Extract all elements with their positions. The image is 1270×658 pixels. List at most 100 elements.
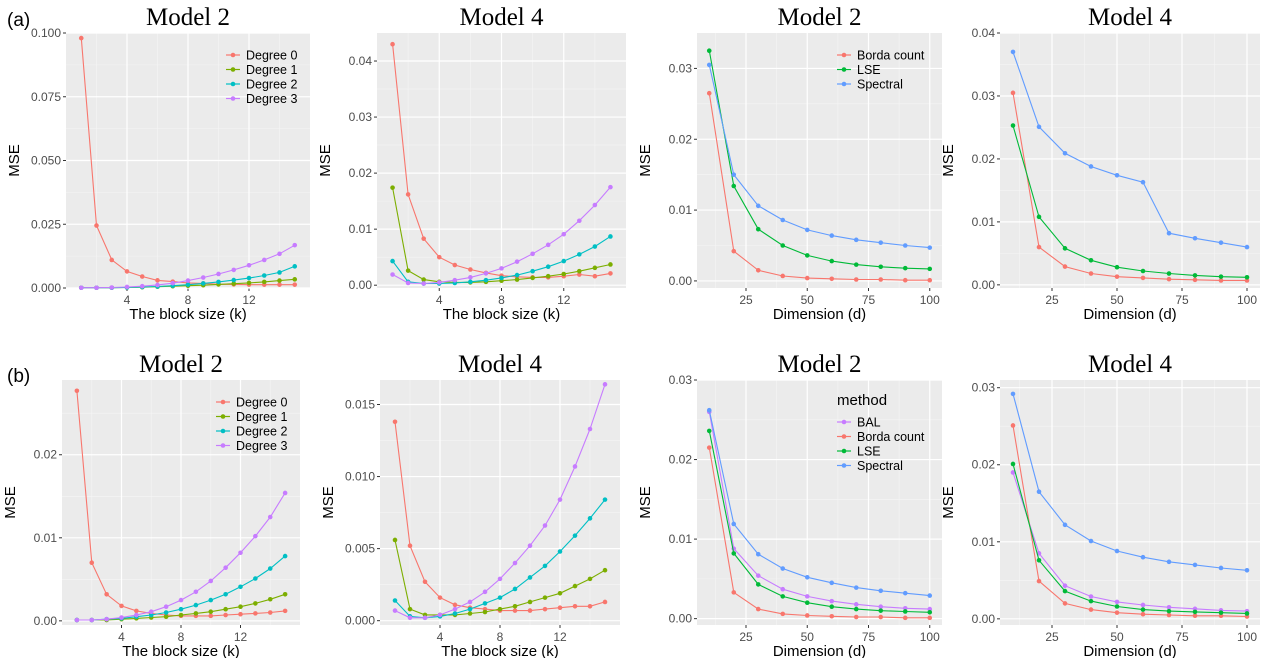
data-point-degree-0 bbox=[292, 282, 298, 287]
x-tick-label: 8 bbox=[497, 630, 504, 644]
data-point-borda-count bbox=[1166, 276, 1172, 282]
data-point-degree-3 bbox=[530, 251, 535, 257]
data-point-borda-count bbox=[1088, 607, 1094, 612]
data-point-degree-2 bbox=[527, 575, 533, 580]
y-tick-label: 0.03 bbox=[972, 89, 996, 103]
data-point-degree-1 bbox=[238, 604, 243, 610]
panel-title: Model 4 bbox=[459, 4, 544, 31]
y-tick-label: 0.01 bbox=[972, 215, 996, 229]
x-axis-label: The block size (k) bbox=[441, 643, 559, 658]
data-point-degree-0 bbox=[78, 35, 84, 41]
y-tick-label: 0.01 bbox=[669, 203, 693, 217]
x-tick-label: 50 bbox=[801, 630, 815, 644]
data-point-spectral bbox=[853, 237, 859, 243]
data-point-spectral bbox=[1036, 489, 1042, 495]
data-point-degree-3 bbox=[277, 251, 282, 257]
data-point-degree-2 bbox=[178, 606, 184, 612]
data-point-degree-1 bbox=[608, 262, 613, 267]
data-point-borda-count bbox=[878, 277, 884, 282]
series-line-lse bbox=[708, 430, 930, 613]
data-point-degree-1 bbox=[561, 271, 567, 277]
data-point-borda-count bbox=[780, 273, 786, 279]
data-point-degree-0 bbox=[527, 608, 533, 613]
data-point-degree-2 bbox=[468, 279, 473, 285]
data-point-degree-2 bbox=[577, 252, 582, 257]
data-point-degree-1 bbox=[527, 599, 533, 605]
data-point-degree-3 bbox=[514, 259, 520, 264]
data-point-spectral bbox=[1088, 164, 1094, 169]
data-point-spectral bbox=[902, 590, 908, 596]
data-point-degree-3 bbox=[238, 550, 243, 556]
legend-label: LSE bbox=[857, 445, 881, 459]
data-point-degree-1 bbox=[482, 609, 488, 615]
x-tick-label: 8 bbox=[185, 293, 192, 307]
data-point-lse bbox=[1010, 123, 1016, 128]
data-point-degree-3 bbox=[542, 523, 548, 528]
data-point-degree-3 bbox=[185, 278, 191, 283]
data-point-lse bbox=[731, 183, 737, 189]
data-point-degree-0 bbox=[282, 608, 288, 614]
legend-key-point bbox=[841, 434, 847, 439]
x-tick-label: 50 bbox=[801, 293, 815, 307]
data-point-degree-0 bbox=[602, 599, 608, 605]
legend-label: BAL bbox=[857, 416, 881, 430]
y-tick-label: 0.000 bbox=[31, 281, 61, 295]
data-point-degree-3 bbox=[602, 382, 608, 387]
legend-key-point bbox=[841, 463, 847, 468]
data-point-bal bbox=[755, 573, 761, 578]
x-axis-label: The block size (k) bbox=[129, 306, 247, 323]
panel-3: 25 50 75 100 0.00 0.01 0.02 0.03 Model 2 Dimensio… bbox=[637, 4, 942, 323]
data-point-lse bbox=[1088, 598, 1094, 604]
data-point-degree-2 bbox=[238, 584, 243, 590]
data-point-degree-0 bbox=[407, 543, 413, 549]
data-point-degree-2 bbox=[392, 598, 398, 603]
legend-key-point bbox=[841, 67, 847, 72]
data-point-degree-0 bbox=[277, 282, 282, 287]
x-tick-label: 75 bbox=[862, 293, 876, 307]
row-label-b: (b) bbox=[7, 366, 31, 387]
data-point-degree-2 bbox=[452, 611, 458, 616]
data-point-spectral bbox=[731, 172, 737, 177]
data-point-lse bbox=[1088, 257, 1094, 263]
legend-key-point bbox=[220, 399, 226, 405]
data-point-lse bbox=[1062, 246, 1068, 251]
data-point-borda-count bbox=[1192, 613, 1198, 619]
data-point-degree-2 bbox=[499, 275, 504, 281]
data-point-degree-0 bbox=[109, 257, 115, 263]
data-point-degree-2 bbox=[261, 273, 267, 278]
y-tick-label: 0.075 bbox=[31, 90, 61, 104]
data-point-degree-3 bbox=[421, 281, 426, 286]
data-point-degree-0 bbox=[577, 272, 582, 277]
y-tick-label: 0.025 bbox=[31, 217, 61, 231]
data-point-lse bbox=[755, 226, 761, 232]
legend-label: Degree 0 bbox=[246, 49, 297, 63]
data-point-degree-3 bbox=[587, 426, 593, 432]
data-point-borda-count bbox=[1140, 275, 1146, 281]
data-point-degree-2 bbox=[223, 591, 228, 597]
series-line-lse bbox=[708, 50, 930, 270]
data-point-degree-3 bbox=[253, 533, 258, 539]
data-point-lse bbox=[878, 608, 884, 613]
data-point-degree-3 bbox=[437, 612, 443, 618]
data-point-spectral bbox=[706, 62, 712, 68]
data-point-bal bbox=[1140, 602, 1146, 608]
data-point-degree-2 bbox=[608, 234, 613, 239]
data-point-bal bbox=[829, 598, 835, 604]
data-point-degree-1 bbox=[421, 277, 426, 282]
y-tick-label: 0.02 bbox=[972, 152, 996, 166]
data-point-borda-count bbox=[804, 613, 810, 618]
data-point-degree-2 bbox=[512, 586, 518, 592]
data-point-borda-count bbox=[853, 277, 859, 282]
data-point-degree-3 bbox=[392, 608, 398, 613]
data-point-lse bbox=[1114, 264, 1120, 270]
data-point-bal bbox=[878, 604, 884, 610]
data-point-borda-count bbox=[780, 611, 786, 617]
data-point-degree-0 bbox=[94, 223, 99, 228]
data-point-degree-2 bbox=[246, 275, 252, 281]
x-tick-label: 50 bbox=[1110, 630, 1124, 644]
data-point-degree-2 bbox=[587, 516, 593, 521]
data-point-degree-0 bbox=[542, 606, 548, 612]
legend-key-point bbox=[841, 448, 847, 454]
data-point-degree-2 bbox=[592, 244, 598, 249]
data-point-degree-3 bbox=[78, 285, 84, 291]
